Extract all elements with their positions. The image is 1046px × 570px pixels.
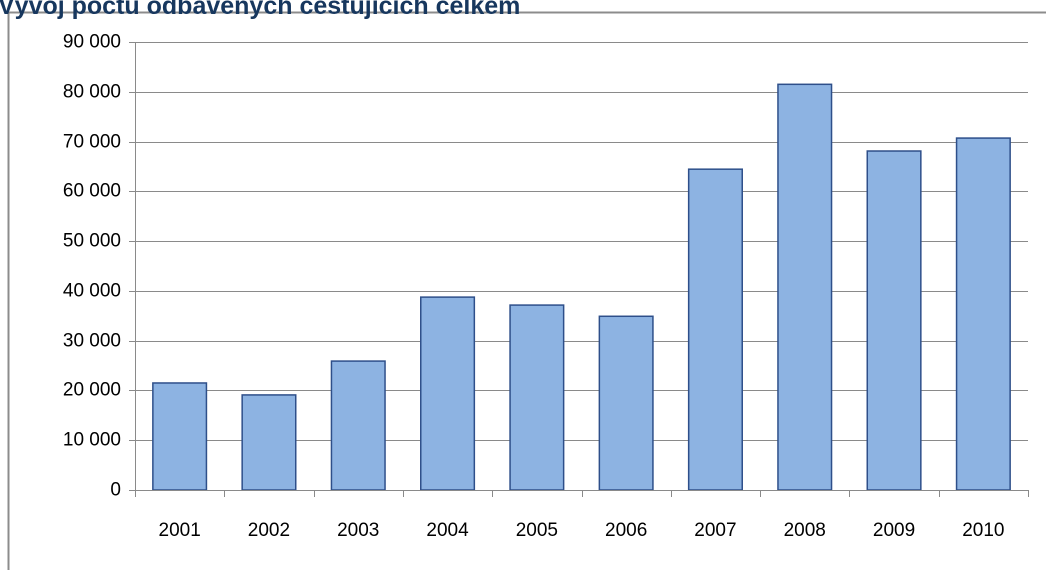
- bar: [241, 394, 297, 491]
- y-tick-label: 10 000: [63, 430, 121, 451]
- bar: [955, 137, 1011, 491]
- y-tick-label: 30 000: [63, 331, 121, 352]
- x-tick-label: 2005: [516, 520, 558, 541]
- chart-frame: [7, 11, 1046, 570]
- bar: [330, 360, 386, 491]
- bar: [777, 83, 833, 491]
- bar: [509, 304, 565, 491]
- y-tick-label: 80 000: [63, 82, 121, 103]
- y-tick-label: 40 000: [63, 281, 121, 302]
- x-tick-label: 2008: [784, 520, 826, 541]
- bar: [866, 150, 922, 491]
- bar: [687, 168, 743, 491]
- x-tick-label: 2009: [873, 520, 915, 541]
- x-tick-label: 2002: [248, 520, 290, 541]
- y-tick-label: 0: [110, 480, 121, 501]
- chart-title: Vývoj počtu odbavených cestujících celke…: [0, 0, 520, 20]
- x-tick-label: 2007: [694, 520, 736, 541]
- x-tick-label: 2006: [605, 520, 647, 541]
- y-tick-label: 70 000: [63, 132, 121, 153]
- bar: [152, 382, 208, 491]
- y-tick-label: 60 000: [63, 181, 121, 202]
- y-tick-label: 90 000: [63, 32, 121, 53]
- y-tick-label: 50 000: [63, 231, 121, 252]
- x-tick-label: 2001: [159, 520, 201, 541]
- x-tick-label: 2010: [962, 520, 1004, 541]
- x-tick-label: 2004: [426, 520, 469, 541]
- bar: [420, 296, 476, 491]
- bar: [598, 315, 654, 491]
- x-tick-label: 2003: [337, 520, 379, 541]
- y-tick-label: 20 000: [63, 380, 121, 401]
